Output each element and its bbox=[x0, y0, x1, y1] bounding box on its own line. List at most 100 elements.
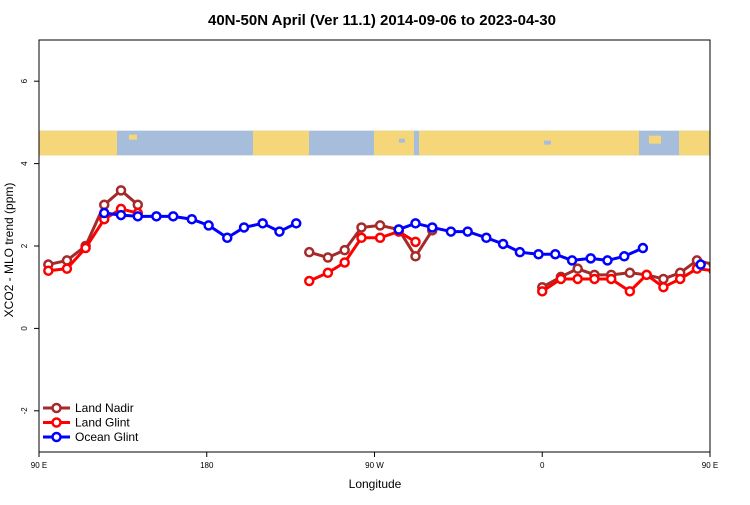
data-point bbox=[602, 255, 613, 266]
data-point bbox=[222, 232, 233, 244]
legend-label: Ocean Glint bbox=[75, 430, 139, 444]
series-line bbox=[541, 258, 710, 289]
map-detail bbox=[129, 134, 137, 140]
y-axis: -2 0 2 4 6 bbox=[20, 78, 39, 414]
data-point bbox=[98, 207, 110, 219]
data-point bbox=[462, 226, 473, 237]
land-europe bbox=[374, 130, 414, 156]
data-point bbox=[708, 267, 710, 275]
data-point bbox=[624, 286, 636, 297]
data-point bbox=[61, 263, 73, 274]
data-point bbox=[624, 267, 636, 279]
land-asia-east bbox=[509, 130, 639, 156]
data-point bbox=[374, 220, 386, 231]
data-point bbox=[410, 218, 421, 229]
data-point bbox=[410, 236, 421, 248]
legend-item: Land Glint bbox=[43, 416, 130, 430]
land-asia-far-east bbox=[679, 130, 710, 156]
legend-item: Ocean Glint bbox=[43, 430, 139, 444]
data-point bbox=[589, 273, 600, 285]
land-north-america bbox=[253, 130, 309, 156]
data-point bbox=[445, 226, 457, 237]
data-point bbox=[619, 251, 630, 262]
x-tick-label: 90 E bbox=[31, 461, 47, 470]
data-point bbox=[186, 213, 198, 225]
data-point bbox=[151, 211, 162, 222]
data-point bbox=[555, 273, 567, 285]
data-point bbox=[537, 286, 548, 297]
data-point bbox=[98, 199, 110, 211]
map-detail bbox=[459, 133, 469, 140]
data-point bbox=[203, 220, 214, 231]
data-point bbox=[427, 222, 438, 233]
data-point bbox=[304, 246, 315, 258]
data-point bbox=[257, 218, 268, 229]
legend-label: Land Glint bbox=[75, 416, 130, 430]
data-point bbox=[566, 255, 578, 266]
data-point bbox=[132, 199, 144, 211]
y-tick-label: 6 bbox=[20, 78, 29, 83]
data-point bbox=[728, 265, 736, 273]
x-tick-label: 90 E bbox=[702, 461, 718, 470]
data-point bbox=[637, 242, 649, 254]
data-point bbox=[356, 232, 367, 244]
data-point bbox=[322, 252, 334, 263]
data-point bbox=[708, 260, 710, 269]
data-point bbox=[238, 222, 250, 233]
map-detail bbox=[544, 140, 551, 145]
y-tick-label: 2 bbox=[20, 243, 29, 248]
y-tick-label: 4 bbox=[20, 161, 29, 166]
data-point bbox=[674, 273, 686, 285]
data-point bbox=[356, 222, 367, 233]
data-point bbox=[61, 255, 73, 266]
data-point bbox=[393, 224, 404, 235]
y-tick-label: -2 bbox=[20, 407, 29, 415]
data-point bbox=[585, 253, 596, 264]
data-point bbox=[605, 273, 617, 285]
x-tick-label: 90 W bbox=[365, 461, 384, 470]
series-ocean-glint bbox=[98, 207, 706, 270]
map-detail bbox=[649, 135, 661, 144]
data-point bbox=[43, 265, 54, 276]
chart-title: 40N-50N April (Ver 11.1) 2014-09-06 to 2… bbox=[208, 12, 556, 29]
data-point bbox=[745, 242, 750, 250]
data-point bbox=[322, 267, 334, 279]
legend-item: Land Nadir bbox=[43, 401, 134, 415]
x-tick-label: 0 bbox=[540, 461, 545, 470]
data-point bbox=[132, 211, 144, 222]
data-point bbox=[745, 244, 750, 252]
y-axis-label: XCO2 - MLO trend (ppm) bbox=[2, 183, 16, 318]
data-point bbox=[374, 232, 386, 244]
data-point bbox=[115, 209, 127, 221]
legend-marker bbox=[51, 431, 62, 443]
data-point bbox=[167, 211, 179, 222]
data-point bbox=[339, 244, 350, 256]
map-detail bbox=[339, 142, 348, 149]
world-map-band bbox=[39, 130, 710, 156]
y-tick-label: 0 bbox=[20, 326, 29, 331]
series-line bbox=[541, 267, 710, 293]
data-point bbox=[550, 248, 561, 260]
data-point bbox=[410, 251, 421, 262]
data-point bbox=[533, 248, 544, 260]
data-point bbox=[115, 185, 127, 196]
data-point bbox=[658, 281, 669, 293]
data-point bbox=[728, 256, 736, 264]
data-point bbox=[497, 238, 509, 250]
x-axis: 90 E 180 90 W 0 90 E bbox=[31, 452, 718, 470]
data-point bbox=[304, 275, 315, 287]
series-line bbox=[47, 188, 139, 267]
data-point bbox=[641, 269, 652, 281]
data-point bbox=[481, 232, 492, 244]
data-point bbox=[572, 263, 583, 274]
plot-frame bbox=[38, 39, 711, 453]
data-point bbox=[80, 242, 91, 254]
data-point bbox=[514, 246, 526, 258]
data-point bbox=[658, 273, 669, 285]
series-layer bbox=[43, 185, 750, 297]
legend-marker bbox=[51, 402, 62, 414]
data-point bbox=[695, 259, 706, 270]
